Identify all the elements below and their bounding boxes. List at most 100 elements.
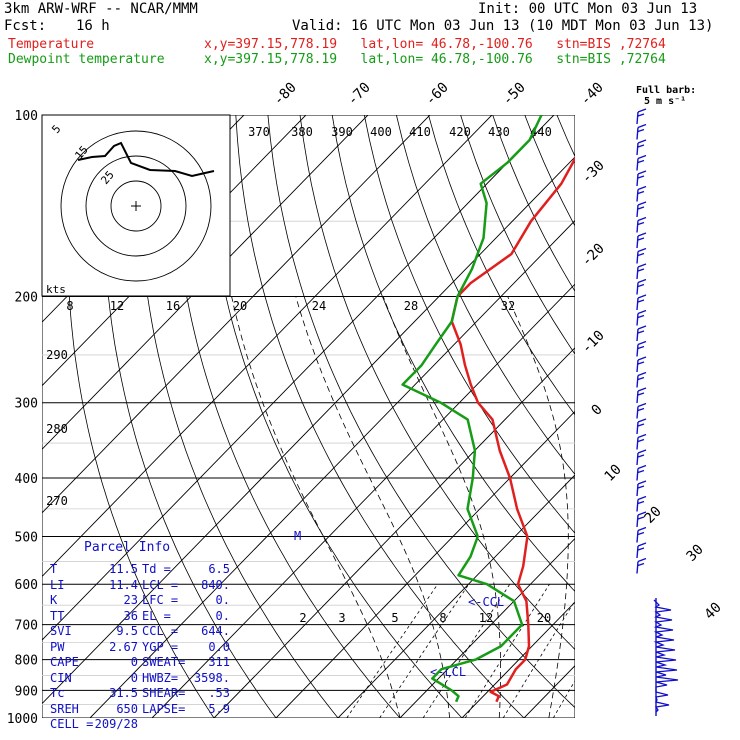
wind-barb-flag — [637, 438, 645, 443]
parcel-info-panel: Parcel Info T 11.5 Td = 6.5 LI 11.4 LCL = 840. K… — [44, 538, 230, 731]
wind-barb-staff — [636, 142, 639, 156]
wind-barb-flag — [637, 325, 647, 330]
parcel-k1: SVI — [50, 624, 72, 638]
parcel-v2: .53 — [208, 686, 230, 700]
wind-barb-flag — [637, 542, 647, 547]
wind-barb-flag — [637, 387, 647, 392]
parcel-v2: 840. — [201, 577, 230, 592]
wind-barb-flag — [637, 268, 645, 272]
isotherm-label: -50 — [500, 80, 529, 109]
wind-barb-flag — [637, 201, 647, 206]
wind-barb-staff — [636, 235, 639, 249]
parcel-v2: 0. — [215, 593, 230, 607]
wind-barb-flag — [637, 299, 645, 303]
wind-barb-flag — [637, 263, 647, 268]
parcel-k2: HWBZ= — [142, 670, 179, 685]
parcel-k1: T — [50, 562, 58, 576]
mixing-ratio-label: 3 — [338, 611, 345, 625]
pressure-tick-label: 200 — [15, 291, 38, 306]
isotherm-label: -80 — [271, 80, 300, 109]
wind-barb-flag — [637, 531, 645, 536]
wind-barb-flag — [637, 278, 647, 284]
wind-barb-flag — [637, 108, 647, 113]
wind-barb-legend-units: 5 m s⁻¹ — [644, 96, 686, 107]
parcel-v1: 31.5 — [109, 686, 138, 700]
wind-barb-staff — [636, 390, 639, 404]
wind-barb-flag — [637, 500, 645, 505]
parcel-k2: EL = — [142, 608, 171, 623]
wind-barb-flag — [637, 190, 645, 195]
hodograph-ring — [85, 155, 187, 257]
wind-barb-staff — [636, 189, 639, 202]
pressure-tick-label: 900 — [15, 684, 38, 699]
wind-barb-flag — [637, 392, 645, 396]
parcel-k1: Tc — [50, 686, 65, 700]
dry-adiabat — [363, 115, 575, 534]
forecast-hour: 16 h — [76, 18, 110, 34]
valid-time: Valid: 16 UTC Mon 03 Jun 13 (10 MDT Mon … — [292, 18, 714, 34]
wind-barb-flag — [637, 345, 645, 350]
mixing-ratio-line — [502, 600, 575, 718]
wind-barb-flag — [637, 170, 647, 175]
theta-label: 420 — [449, 125, 471, 139]
chart-annotation: <-CCL — [468, 595, 504, 609]
mixing-ratio-line — [552, 679, 575, 718]
mixing-ratio-line — [346, 583, 439, 718]
wind-barb-staff — [636, 359, 639, 373]
wind-barb-staff — [636, 158, 639, 171]
wind-barb-flag — [637, 216, 647, 222]
wind-barb-flag — [637, 144, 645, 148]
isotherm-label: 0 — [589, 402, 606, 419]
parcel-v2: 0. — [215, 608, 230, 623]
isotherm-label: -70 — [345, 80, 374, 109]
dewpoint-legend: Dewpoint temperature — [8, 52, 165, 67]
isotherm-line — [337, 474, 575, 718]
wind-barb-staff — [636, 452, 639, 466]
wind-barb-flag — [637, 547, 645, 551]
wind-barb-flag — [637, 159, 645, 164]
wind-barb-staff — [636, 266, 639, 280]
parcel-v1: 11.5 — [109, 562, 138, 576]
mixing-ratio-line — [379, 583, 470, 718]
wind-barb-flag — [637, 247, 647, 253]
parcel-k2: SHEAR= — [142, 686, 186, 700]
isotherm-line — [275, 410, 575, 718]
parcel-k1: PW — [50, 639, 65, 654]
wind-barb-staff — [636, 468, 639, 481]
wind-barb-flag — [637, 128, 645, 133]
dry-adiabat — [67, 115, 215, 718]
theta-label: 370 — [248, 125, 270, 139]
mixing-ratio-label: 5 — [391, 611, 398, 625]
pressure-tick-label: 800 — [15, 654, 38, 669]
dry-adiabat — [103, 115, 277, 718]
wind-barb-flag — [637, 433, 647, 439]
moist-adiabat-label: 8 — [66, 299, 73, 313]
wind-barb-flag — [637, 185, 647, 191]
wind-barb-flag — [637, 407, 645, 412]
dry-adiabat — [653, 115, 740, 718]
wind-barb-flag — [637, 454, 645, 458]
parcel-v2: 0.0 — [208, 639, 230, 654]
dry-adiabat — [621, 115, 740, 718]
parcel-v2: 6.5 — [208, 562, 230, 576]
parcel-v2: 311 — [208, 655, 230, 669]
dry-adiabat — [492, 115, 575, 293]
hodograph-label: kts — [46, 283, 66, 296]
moist-adiabat-label: 16 — [166, 299, 180, 313]
wind-barb-staff — [636, 483, 639, 497]
hodograph-ring — [60, 130, 212, 282]
wind-barb-cluster — [653, 599, 679, 713]
parcel-k2: LFC = — [142, 593, 179, 607]
dry-adiabat — [589, 115, 740, 718]
isotherm-line — [42, 156, 575, 705]
dry-adiabat — [137, 115, 339, 718]
moist-adiabat-label: 32 — [501, 299, 515, 313]
pressure-tick-label: 1000 — [7, 712, 38, 727]
isotherm-label: 20 — [642, 504, 665, 527]
wind-barb-flag — [637, 511, 647, 516]
mixing-ratio-line — [464, 583, 550, 718]
wind-barb-flag — [637, 139, 647, 144]
dry-adiabat — [203, 115, 463, 718]
parcel-v1: 36 — [123, 608, 138, 623]
